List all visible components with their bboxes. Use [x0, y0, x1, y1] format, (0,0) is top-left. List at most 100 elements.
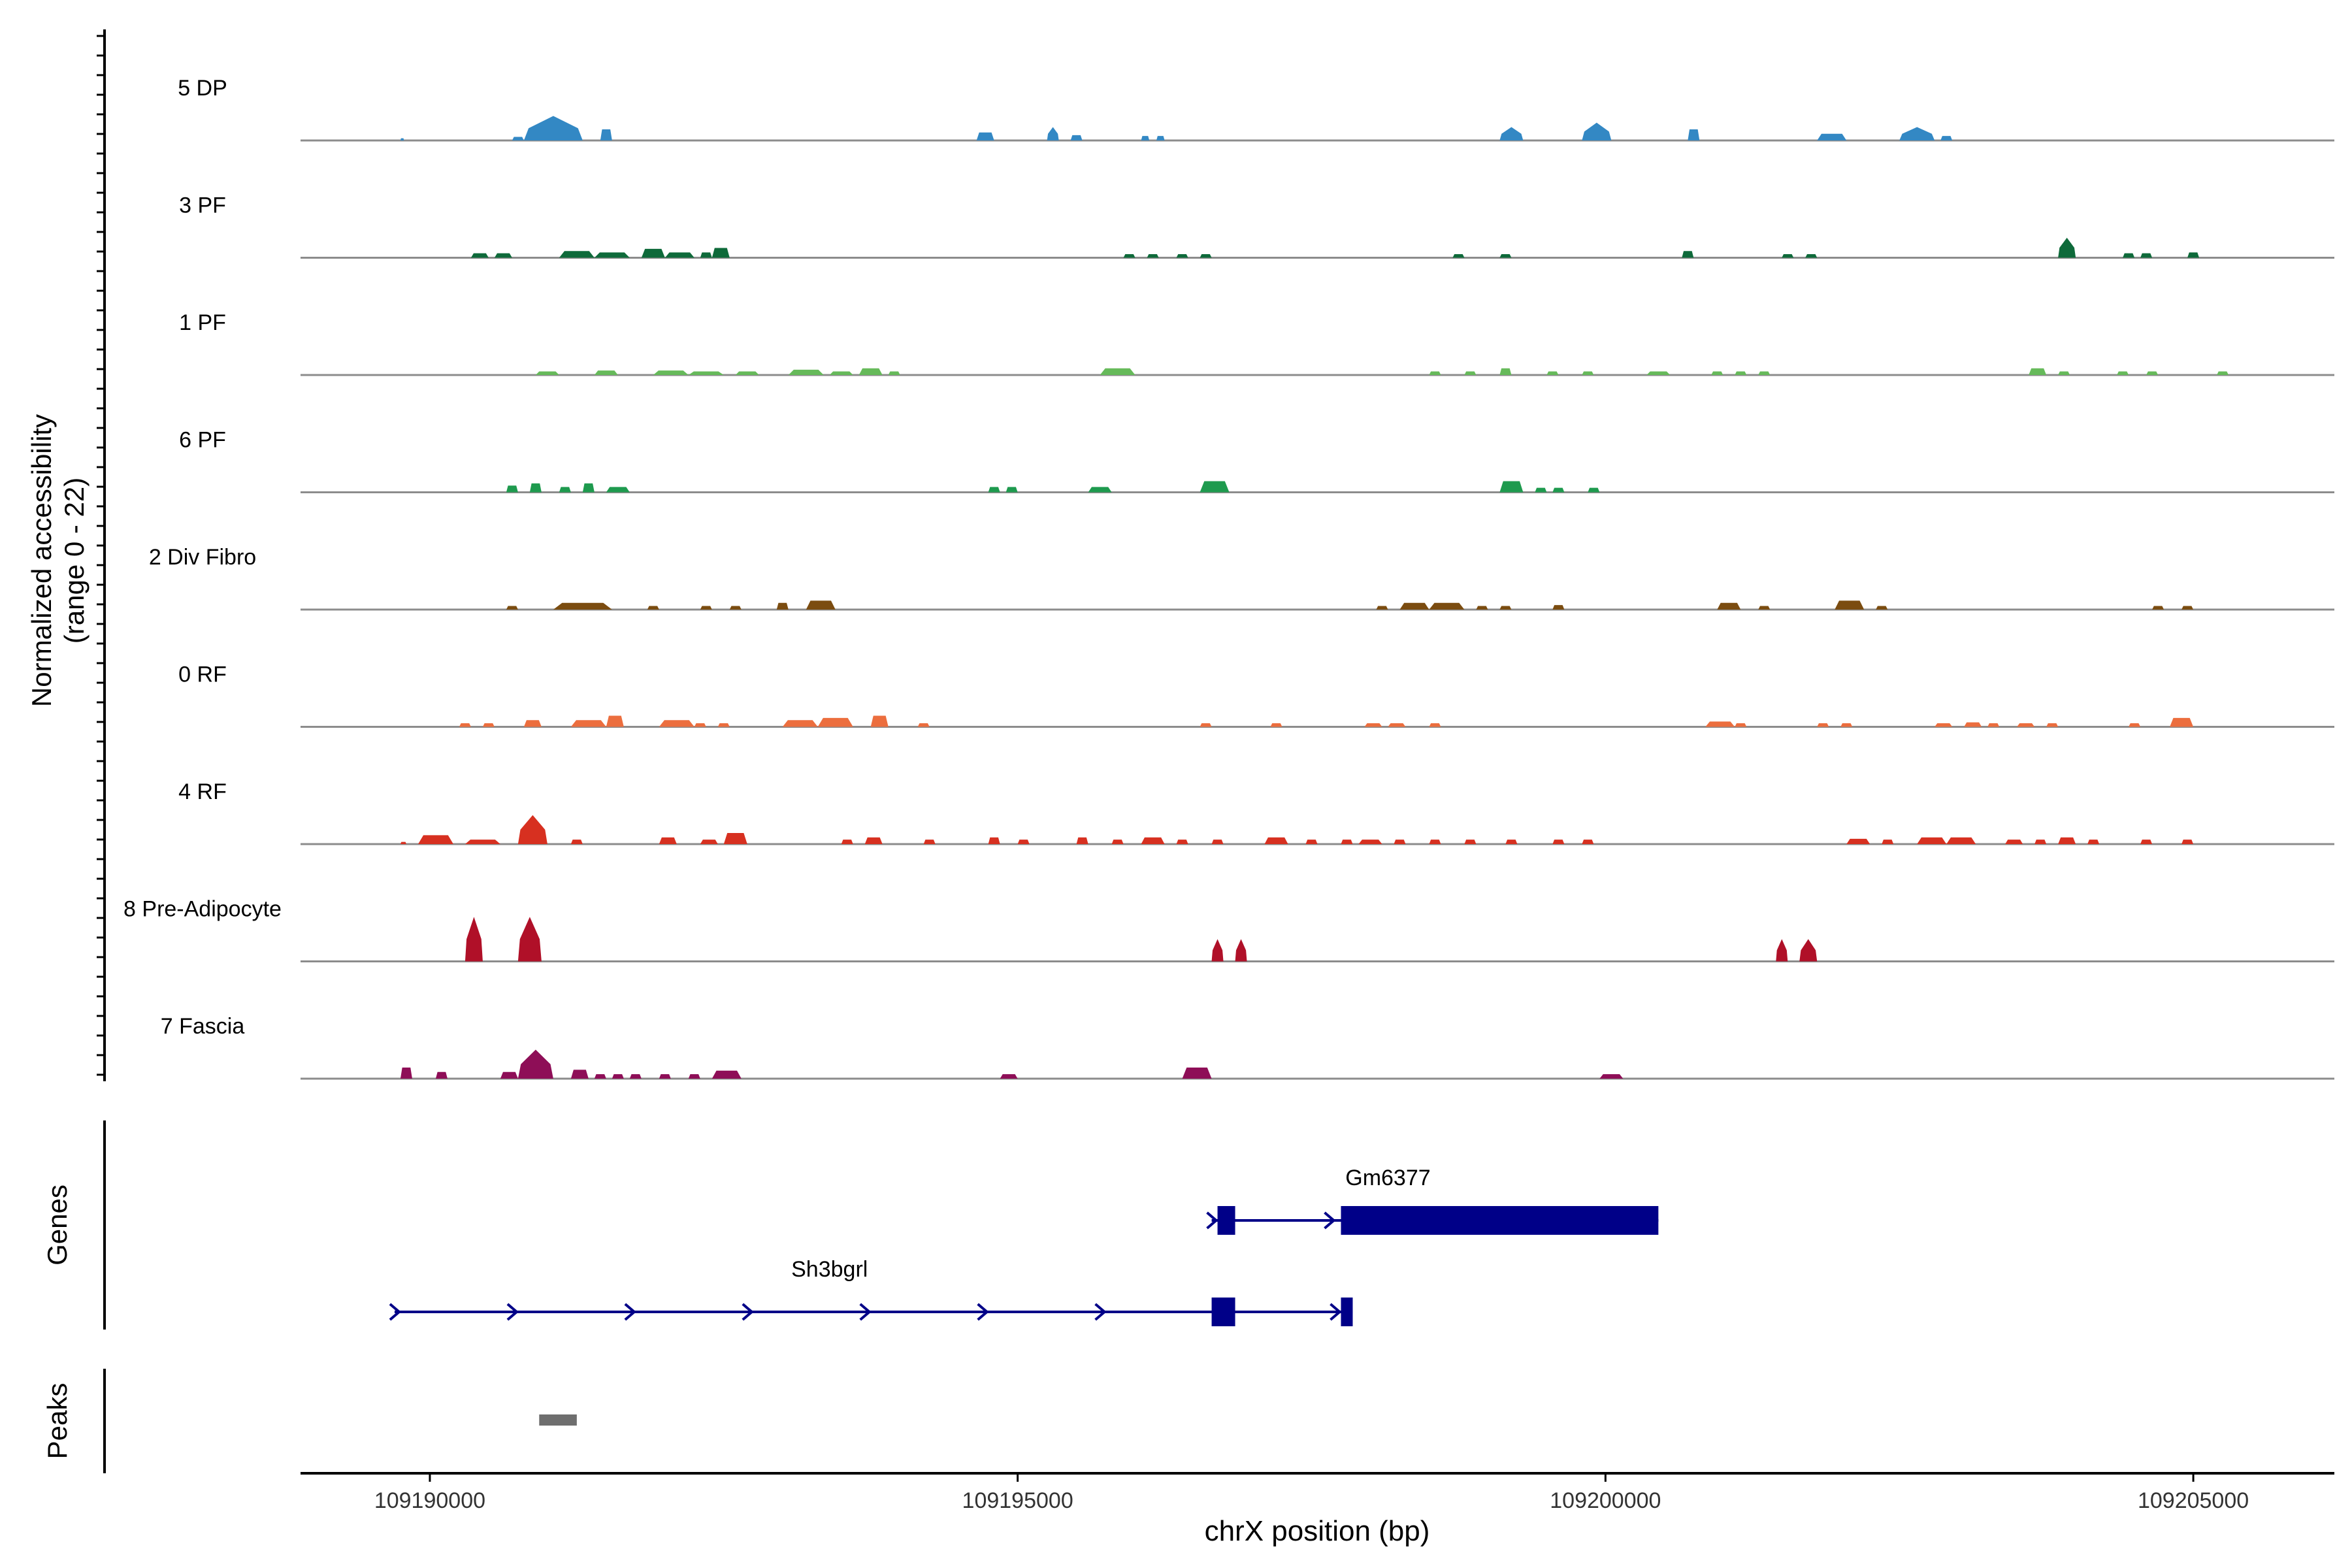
coverage-peak [1946, 837, 1976, 844]
coverage-peak [2170, 717, 2194, 727]
track-label: 5 DP [178, 76, 227, 101]
track-label: 2 Div Fibro [149, 545, 256, 570]
x-axis-ticks: 109190000 109195000 109200000 109205000 [374, 1473, 2249, 1513]
coverage-peak [711, 1070, 742, 1079]
coverage-peak [1464, 371, 1477, 375]
track-label: 6 PF [179, 428, 226, 453]
coverage-peak [1799, 939, 1818, 962]
coverage-peak [1176, 254, 1188, 258]
coverage-peak [1341, 840, 1353, 844]
coverage-tracks: 5 DP 3 PF 1 PF 6 PF 2 Div Fibro 0 RF 4 RF 8 Pre… [123, 76, 2334, 1080]
coverage-peak [1546, 371, 1559, 375]
coverage-peak [1076, 837, 1088, 844]
coverage-peak [594, 1074, 606, 1079]
coverage-peak [500, 1071, 518, 1079]
coverage-peak [653, 370, 689, 375]
coverage-peak [559, 251, 595, 258]
coverage-peak [1388, 723, 1406, 727]
coverage-peak [1599, 1074, 1624, 1079]
coverage-peak [1499, 127, 1524, 140]
coverage-peak [1264, 837, 1288, 844]
coverage-peak [465, 840, 500, 844]
coverage-peak [2087, 840, 2100, 844]
track-label: 7 Fascia [161, 1014, 245, 1039]
track-2-div-fibro: 2 Div Fibro [149, 545, 2334, 611]
coverage-peak [1000, 1074, 1018, 1079]
track-label: 1 PF [179, 310, 226, 335]
track-label: 4 RF [178, 779, 227, 804]
track-3-pf: 3 PF [179, 193, 2334, 259]
gene-label: Sh3bgrl [791, 1257, 868, 1282]
coverage-peak [465, 917, 483, 962]
coverage-peak [606, 715, 624, 727]
coverage-peak [459, 723, 471, 727]
coverage-peak [1782, 254, 1794, 258]
coverage-peak [1476, 606, 1488, 610]
coverage-peak [659, 837, 677, 844]
coverage-peak [1364, 723, 1382, 727]
coverage-peak [2146, 371, 2159, 375]
x-axis-label: chrX position (bp) [1205, 1515, 1430, 1547]
coverage-peak [2058, 237, 2076, 258]
coverage-peak [858, 368, 883, 375]
coverage-peak [788, 369, 824, 375]
strand-arrow [624, 1303, 636, 1321]
coverage-peak [1835, 600, 1865, 610]
coverage-peak [1758, 606, 1771, 610]
strand-arrow [506, 1303, 519, 1321]
track-0-rf: 0 RF [178, 662, 2334, 728]
coverage-peak [1200, 723, 1212, 727]
strand-arrow [977, 1303, 989, 1321]
coverage-peak [1176, 840, 1188, 844]
peak-region [539, 1414, 577, 1426]
coverage-peak [1464, 840, 1477, 844]
coverage-peak [1358, 840, 1382, 844]
coverage-peak [817, 717, 853, 727]
coverage-peak [1876, 606, 1888, 610]
coverage-peak [776, 602, 789, 610]
y-axis-label: Normalized accessibility [26, 414, 57, 707]
exon [1341, 1206, 1659, 1235]
coverage-peak [417, 835, 453, 844]
coverage-peak [700, 840, 718, 844]
coverage-peak [1376, 606, 1388, 610]
coverage-peak [482, 723, 495, 727]
coverage-peak [1211, 939, 1224, 962]
coverage-peak [1646, 371, 1671, 375]
coverage-peak [1817, 723, 1829, 727]
coverage-peak [612, 1074, 624, 1079]
coverage-peak [1582, 122, 1612, 140]
coverage-peak [1776, 939, 1788, 962]
coverage-peak [659, 1074, 671, 1079]
coverage-peak [688, 1074, 700, 1079]
x-tick-label: 109195000 [962, 1488, 1073, 1513]
coverage-peak [594, 370, 618, 375]
coverage-peak [1211, 840, 1224, 844]
coverage-peak [1940, 136, 1953, 140]
coverage-peak [559, 487, 571, 493]
coverage-peak [1846, 838, 1870, 844]
coverage-peak [2005, 840, 2023, 844]
coverage-peak [1123, 254, 1135, 258]
coverage-peak [700, 606, 712, 610]
x-tick-label: 109200000 [1550, 1488, 1661, 1513]
coverage-peak [688, 371, 724, 375]
coverage-peak [806, 600, 836, 610]
exon [1217, 1206, 1235, 1235]
coverage-peak [512, 137, 524, 140]
coverage-peak [711, 248, 730, 258]
coverage-peak [2029, 368, 2047, 375]
exon [1211, 1298, 1235, 1326]
coverage-peak [517, 815, 547, 844]
coverage-peak [864, 837, 883, 844]
coverage-peak [664, 252, 694, 258]
coverage-peak [1200, 254, 1212, 258]
coverage-peak [2181, 606, 2194, 610]
coverage-peak [1100, 368, 1135, 375]
coverage-peak [1682, 251, 1694, 258]
coverage-peak [1499, 606, 1512, 610]
coverage-peak [523, 720, 542, 727]
coverage-peak [1141, 837, 1165, 844]
coverage-peak [400, 1067, 412, 1079]
coverage-peak [570, 840, 583, 844]
